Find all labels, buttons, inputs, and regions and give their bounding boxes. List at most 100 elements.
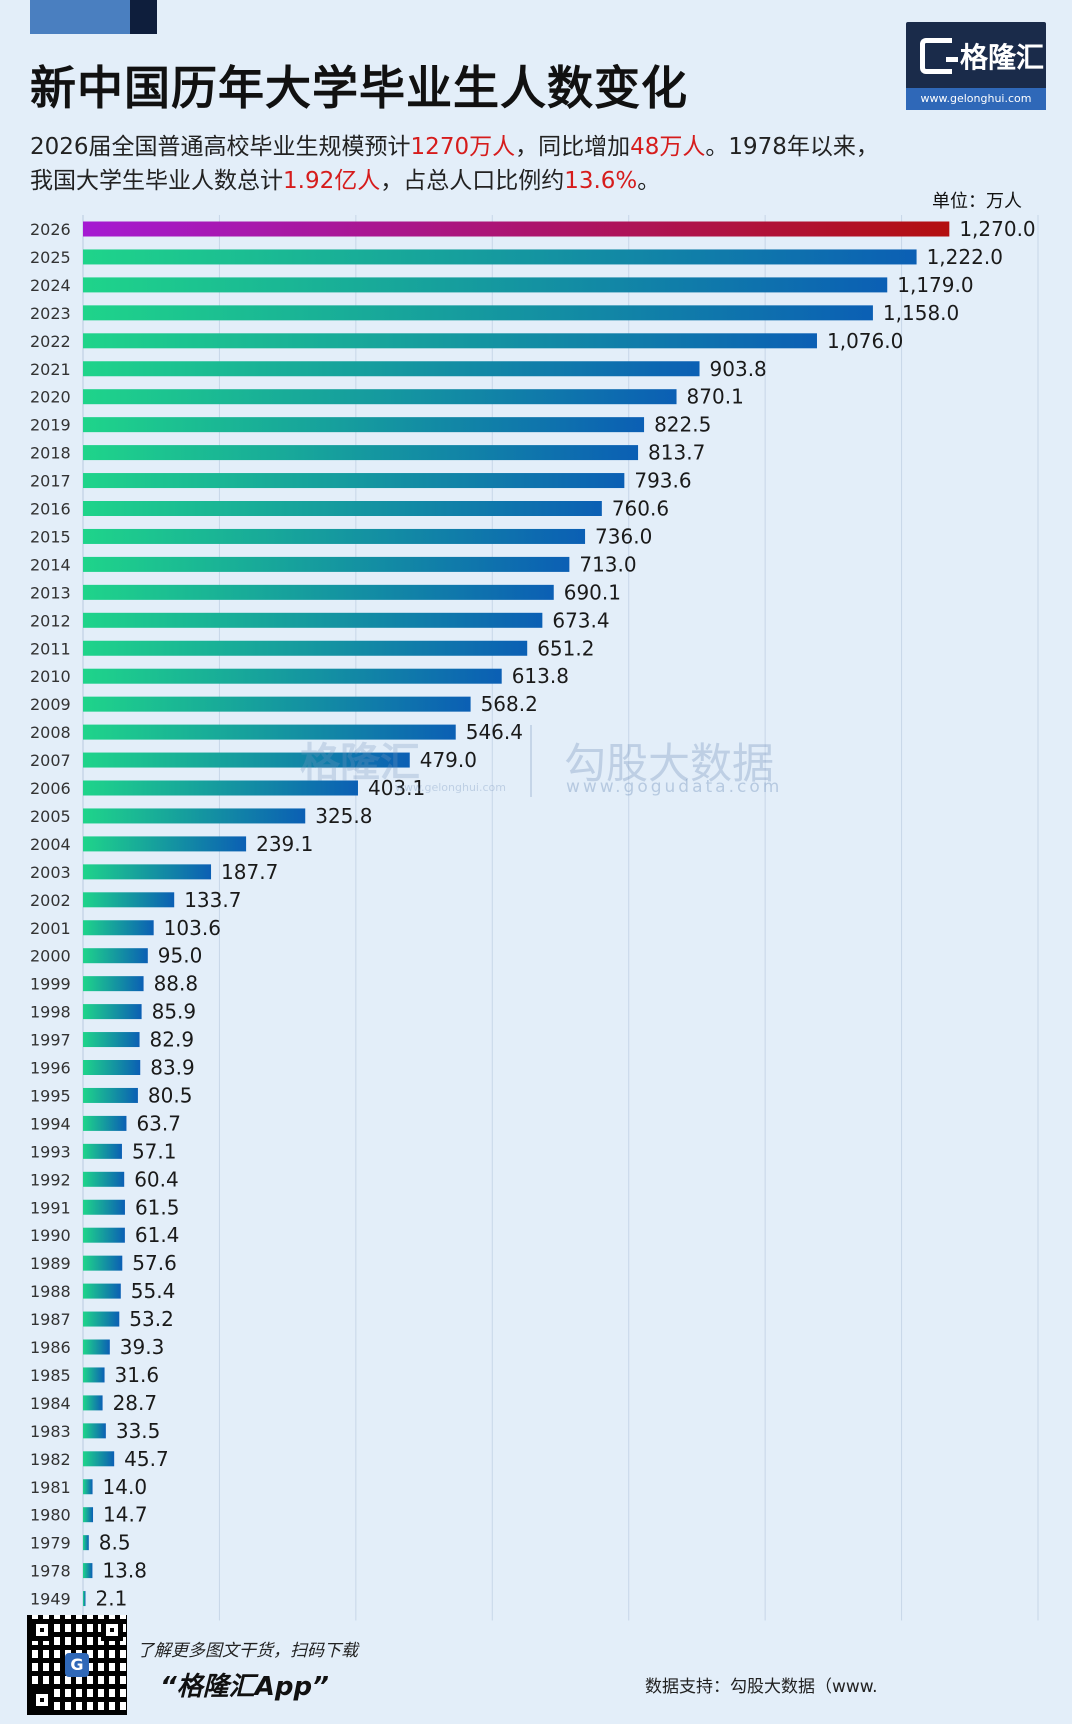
bar-2015 [83,528,586,544]
bar-1980 [83,1507,94,1523]
bar-1988 [83,1283,121,1299]
data-label: 55.4 [131,1279,176,1303]
data-label: 88.8 [154,972,199,996]
y-tick-label: 2011 [30,639,71,658]
bar-2012 [83,612,543,628]
y-tick-label: 2014 [30,555,71,574]
bar-2004 [83,836,247,852]
bar-2013 [83,584,554,600]
y-tick-label: 1993 [30,1142,71,1161]
bar-1989 [83,1255,123,1271]
bar-1996 [83,1060,141,1075]
bars [83,221,950,1607]
y-tick-label: 1995 [30,1086,71,1105]
data-label: 793.6 [634,469,691,493]
data-label: 903.8 [710,357,767,381]
y-tick-label: 2013 [30,583,71,602]
watermark-divider [530,725,532,797]
bar-2023 [83,305,873,321]
y-tick-label: 1979 [30,1534,71,1553]
data-label: 736.0 [595,524,652,548]
summary-part: 。 [637,168,661,194]
qr-finder [31,1619,53,1641]
y-tick-label: 2003 [30,863,71,882]
bar-2024 [83,277,888,293]
summary-highlight: 13.6% [564,168,638,194]
data-label: 82.9 [150,1028,195,1052]
data-label: 14.7 [103,1503,148,1527]
bar-2017 [83,473,625,489]
logo-url: www.gelonghui.com [906,88,1046,110]
bar-1995 [83,1087,138,1103]
data-label: 713.0 [579,552,636,576]
bar-2014 [83,556,570,572]
bar-2021 [83,361,700,377]
y-tick-label: 1989 [30,1254,71,1273]
data-label: 33.5 [116,1419,161,1443]
y-tick-label: 2012 [30,611,71,630]
data-label: 1,158.0 [883,301,959,325]
data-label: 61.4 [135,1223,180,1247]
data-label: 403.1 [368,776,425,800]
data-label: 45.7 [124,1447,169,1471]
data-label: 187.7 [221,860,278,884]
data-label: 690.1 [564,580,621,604]
y-tick-label: 2026 [30,220,71,239]
data-label: 546.4 [466,720,523,744]
bar-2001 [83,920,154,936]
data-label: 53.2 [129,1307,174,1331]
y-tick-label: 1998 [30,1003,71,1022]
y-tick-label: 1996 [30,1059,71,1078]
data-label: 95.0 [158,944,203,968]
data-label: 1,179.0 [897,273,973,297]
watermark-brand: 格隆汇 [300,740,420,786]
summary-part: 。1978年以来， [705,134,879,160]
qr-finder [31,1689,53,1711]
data-label: 479.0 [420,748,477,772]
data-label: 14.0 [103,1475,148,1499]
bar-1997 [83,1032,140,1048]
bar-1986 [83,1339,110,1355]
bar-1982 [83,1451,115,1467]
data-label: 673.4 [552,608,609,632]
data-label: 2.1 [96,1587,128,1611]
summary-part: ，占总人口比例约 [380,168,565,194]
y-tick-label: 1981 [30,1478,71,1497]
y-tick-label: 1997 [30,1031,71,1050]
brand-logo[interactable]: 格隆汇 www.gelonghui.com [906,22,1046,110]
data-label: 651.2 [537,636,594,660]
bar-1979 [83,1535,89,1551]
data-label: 325.8 [315,804,372,828]
bar-2003 [83,864,212,880]
qr-code-icon[interactable]: G [27,1615,127,1715]
bar-2000 [83,948,148,964]
y-tick-label: 1983 [30,1422,71,1441]
y-tick-label: 1990 [30,1226,71,1245]
bar-2008 [83,724,456,740]
summary-part: 我国大学生毕业人数总计 [30,168,283,194]
y-tick-label: 1986 [30,1338,71,1357]
data-label: 61.5 [135,1195,180,1219]
y-tick-label: 1994 [30,1114,71,1133]
data-label: 85.9 [152,1000,197,1024]
y-tick-label: 2010 [30,667,71,686]
y-tick-label: 2007 [30,751,71,770]
y-tick-label: 2002 [30,891,71,910]
data-label: 239.1 [256,832,313,856]
y-tick-label: 1988 [30,1282,71,1301]
bar-2009 [83,696,471,712]
bar-2025 [83,249,917,265]
summary-text: 2026届全国普通高校毕业生规模预计1270万人，同比增加48万人。1978年以… [30,130,1040,198]
y-tick-label: 1984 [30,1394,71,1413]
bar-2011 [83,640,528,656]
data-label: 103.6 [164,916,221,940]
data-label: 39.3 [120,1335,165,1359]
data-label: 568.2 [481,692,538,716]
footer-promo: 了解更多图文干货，扫码下载 [137,1641,358,1661]
y-tick-label: 1978 [30,1562,71,1581]
y-tick-label: 1992 [30,1170,71,1189]
bar-1992 [83,1171,125,1187]
y-tick-label: 1949 [30,1590,71,1609]
y-tick-label: 2019 [30,416,71,435]
